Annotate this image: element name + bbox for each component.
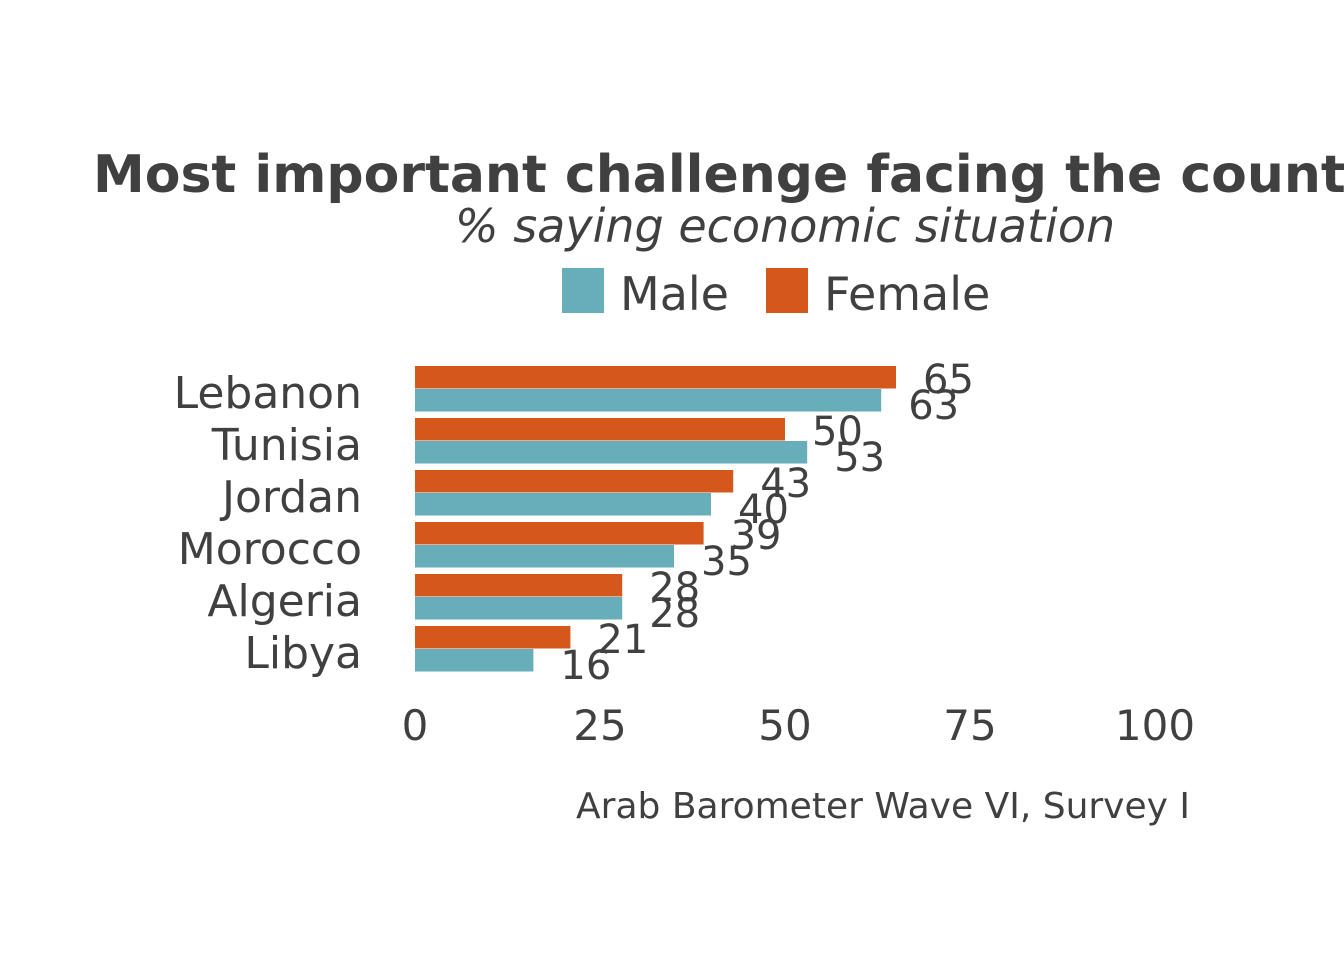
x-tick-label-50: 50 bbox=[758, 701, 811, 750]
bar-female-morocco bbox=[415, 522, 704, 545]
bar-female-libya bbox=[415, 626, 571, 649]
data-label-female-lebanon: 65 bbox=[923, 357, 974, 403]
category-label-jordan: Jordan bbox=[219, 472, 362, 523]
bar-male-jordan bbox=[415, 493, 711, 516]
data-label-male-jordan: 40 bbox=[738, 487, 789, 533]
data-label-male-libya: 16 bbox=[560, 643, 611, 689]
legend-label-female: Female bbox=[824, 267, 990, 321]
chart-caption: Arab Barometer Wave VI, Survey I bbox=[576, 786, 1190, 827]
chart-subtitle: % saying economic situation bbox=[455, 199, 1115, 253]
bar-female-tunisia bbox=[415, 418, 785, 441]
data-label-female-tunisia: 50 bbox=[812, 409, 863, 455]
bar-male-libya bbox=[415, 649, 534, 672]
data-label-male-morocco: 35 bbox=[701, 539, 752, 585]
legend: Male Female bbox=[562, 267, 990, 321]
bars bbox=[415, 366, 896, 672]
category-label-morocco: Morocco bbox=[178, 524, 362, 575]
data-label-female-algeria: 28 bbox=[649, 565, 700, 611]
bar-male-morocco bbox=[415, 545, 674, 568]
bar-male-lebanon bbox=[415, 389, 882, 412]
x-axis: 0 25 50 75 100 bbox=[402, 701, 1195, 750]
category-label-lebanon: Lebanon bbox=[174, 368, 362, 419]
category-label-libya: Libya bbox=[244, 628, 362, 679]
bar-female-jordan bbox=[415, 470, 734, 493]
data-label-female-jordan: 43 bbox=[760, 461, 811, 507]
legend-swatch-male bbox=[562, 268, 604, 313]
data-label-female-morocco: 39 bbox=[731, 513, 782, 559]
x-tick-label-100: 100 bbox=[1115, 701, 1195, 750]
data-label-male-tunisia: 53 bbox=[834, 435, 885, 481]
legend-swatch-female bbox=[766, 268, 808, 313]
bar-female-lebanon bbox=[415, 366, 896, 389]
x-tick-label-75: 75 bbox=[943, 701, 996, 750]
x-tick-label-25: 25 bbox=[573, 701, 626, 750]
category-label-tunisia: Tunisia bbox=[211, 420, 362, 471]
legend-label-male: Male bbox=[620, 267, 729, 321]
bar-female-algeria bbox=[415, 574, 623, 597]
category-label-algeria: Algeria bbox=[207, 576, 362, 627]
data-label-male-lebanon: 63 bbox=[908, 383, 959, 429]
chart-title: Most important challenge facing the coun… bbox=[93, 145, 1344, 205]
bar-male-tunisia bbox=[415, 441, 808, 464]
x-tick-label-0: 0 bbox=[402, 701, 429, 750]
data-label-female-libya: 21 bbox=[597, 617, 648, 663]
data-label-male-algeria: 28 bbox=[649, 591, 700, 637]
bar-male-algeria bbox=[415, 597, 623, 620]
